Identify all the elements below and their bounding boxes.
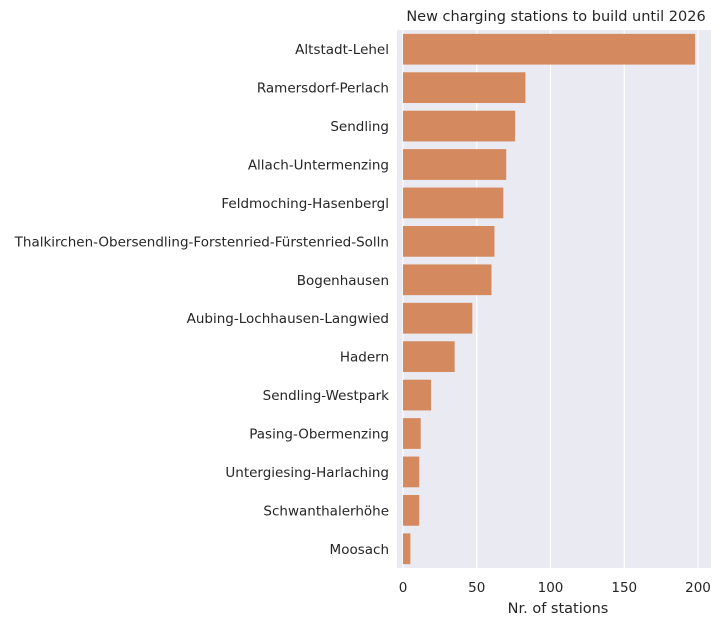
bar bbox=[403, 341, 455, 373]
category-label: Feldmoching-Hasenbergl bbox=[221, 196, 389, 212]
category-label: Sendling-Westpark bbox=[263, 388, 390, 404]
bar bbox=[403, 456, 420, 488]
bar bbox=[403, 72, 526, 104]
bar bbox=[403, 302, 473, 334]
x-tick-label: 200 bbox=[685, 580, 711, 596]
x-tick-labels: 0 50 100 150 200 bbox=[399, 580, 711, 596]
x-tick-label: 50 bbox=[468, 580, 485, 596]
bar bbox=[403, 264, 492, 296]
x-tick-label: 0 bbox=[399, 580, 408, 596]
category-label: Bogenhausen bbox=[297, 273, 389, 289]
category-label: Allach-Untermenzing bbox=[248, 158, 389, 174]
category-label: Thalkirchen-Obersendling-Forstenried-Für… bbox=[14, 234, 389, 250]
bar bbox=[403, 494, 420, 526]
chart-title: New charging stations to build until 202… bbox=[406, 9, 705, 25]
category-label: Altstadt-Lehel bbox=[295, 42, 389, 58]
bar bbox=[403, 33, 696, 65]
category-labels: Altstadt-Lehel Ramersdorf-Perlach Sendling… bbox=[14, 42, 390, 558]
bars bbox=[403, 33, 696, 565]
x-tick-label: 100 bbox=[538, 580, 564, 596]
bar bbox=[403, 379, 432, 411]
bar bbox=[403, 418, 421, 449]
bar bbox=[403, 225, 495, 257]
category-label: Aubing-Lochhausen-Langwied bbox=[187, 311, 389, 327]
category-label: Untergiesing-Harlaching bbox=[225, 465, 389, 481]
bar bbox=[403, 187, 504, 219]
x-axis-label: Nr. of stations bbox=[508, 601, 609, 617]
category-label: Schwanthalerhöhe bbox=[263, 503, 389, 519]
x-tick-label: 150 bbox=[611, 580, 637, 596]
bar bbox=[403, 149, 507, 180]
category-label: Pasing-Obermenzing bbox=[249, 427, 389, 443]
bar bbox=[403, 533, 411, 565]
category-label: Sendling bbox=[330, 119, 389, 135]
category-label: Hadern bbox=[340, 350, 389, 366]
category-label: Moosach bbox=[330, 542, 389, 558]
category-label: Ramersdorf-Perlach bbox=[257, 81, 389, 97]
bar bbox=[403, 110, 516, 142]
